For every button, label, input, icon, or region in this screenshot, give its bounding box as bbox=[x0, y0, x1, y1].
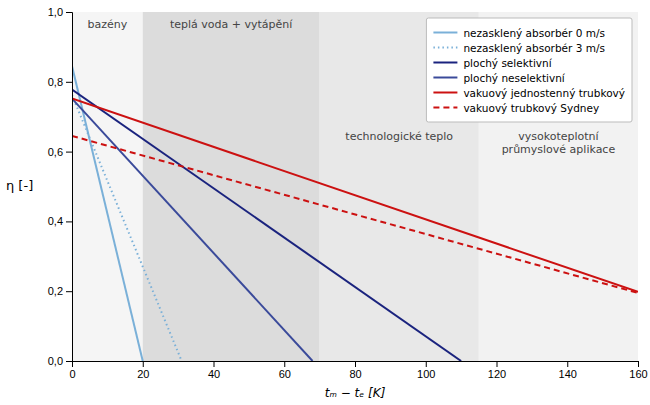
x-tick-label: 80 bbox=[349, 368, 361, 380]
x-tick: 40 bbox=[208, 361, 220, 380]
x-tick-label: 20 bbox=[137, 368, 149, 380]
legend-swatch bbox=[433, 62, 457, 64]
zone-label: technologické teplo bbox=[345, 130, 453, 143]
x-tick-label: 100 bbox=[417, 368, 435, 380]
y-tick-label: 0,2 bbox=[48, 285, 63, 297]
series-line bbox=[72, 99, 313, 361]
zone bbox=[143, 12, 320, 361]
x-tick-label: 140 bbox=[559, 368, 577, 380]
series-line bbox=[72, 136, 638, 293]
y-tick: 0,2 bbox=[48, 285, 72, 297]
x-axis-line bbox=[73, 362, 639, 368]
marks bbox=[72, 12, 638, 361]
y-tick: 0,0 bbox=[48, 355, 72, 367]
y-tick: 0,8 bbox=[48, 76, 72, 88]
x-tick-label: 120 bbox=[488, 368, 506, 380]
y-tick-mark bbox=[66, 221, 72, 222]
x-tick-mark bbox=[426, 361, 427, 367]
legend-label: plochý selektivní bbox=[463, 57, 552, 69]
series-line bbox=[72, 95, 182, 361]
x-tick-mark bbox=[497, 361, 498, 367]
y-tick: 0,6 bbox=[48, 146, 72, 158]
zone-label: vysokoteplotníprůmyslové aplikace bbox=[502, 130, 616, 156]
zone-label: teplá voda + vytápění bbox=[170, 18, 293, 31]
x-tick-mark bbox=[567, 361, 568, 367]
legend-swatch bbox=[433, 77, 457, 79]
legend-label: nezasklený absorbér 0 m/s bbox=[463, 27, 605, 39]
y-tick-label: 0,4 bbox=[48, 215, 63, 227]
zone-label: bazény bbox=[88, 18, 128, 31]
y-axis-title: η [-] bbox=[6, 178, 33, 193]
y-tick-mark bbox=[66, 291, 72, 292]
legend-swatch bbox=[433, 47, 457, 49]
y-tick: 0,4 bbox=[48, 215, 72, 227]
legend-label: vakuový jednostenný trubkový bbox=[463, 87, 625, 99]
y-tick-mark bbox=[66, 12, 72, 13]
x-tick: 0 bbox=[69, 361, 75, 380]
y-tick-label: 0,6 bbox=[48, 146, 63, 158]
x-tick: 120 bbox=[488, 361, 506, 380]
x-tick: 20 bbox=[137, 361, 149, 380]
x-tick-label: 160 bbox=[629, 368, 647, 380]
x-tick-mark bbox=[143, 361, 144, 367]
legend-swatch bbox=[433, 92, 457, 94]
x-tick-label: 60 bbox=[279, 368, 291, 380]
legend-swatch bbox=[433, 107, 457, 109]
x-tick-label: 40 bbox=[208, 368, 220, 380]
chart-container: 0 20 40 60 80 100 120 140 160 0,0 0,2 0,4 0,6 0,8 1,0 n… bbox=[0, 0, 650, 405]
y-tick-label: 1,0 bbox=[48, 6, 63, 18]
x-tick: 140 bbox=[559, 361, 577, 380]
x-axis: 0 20 40 60 80 100 120 140 160 bbox=[69, 361, 647, 380]
x-tick-label: 0 bbox=[69, 368, 75, 380]
legend-background bbox=[426, 18, 632, 122]
legend-label: vakuový trubkový Sydney bbox=[463, 102, 599, 114]
x-tick: 60 bbox=[279, 361, 291, 380]
y-tick: 1,0 bbox=[48, 6, 72, 18]
x-tick: 160 bbox=[629, 361, 647, 380]
x-tick: 100 bbox=[417, 361, 435, 380]
y-tick-label: 0,8 bbox=[48, 76, 63, 88]
x-tick: 80 bbox=[349, 361, 361, 380]
x-tick-mark bbox=[355, 361, 356, 367]
x-tick-mark bbox=[284, 361, 285, 367]
chart-svg: 0 20 40 60 80 100 120 140 160 0,0 0,2 0,4 0,6 0,8 1,0 n… bbox=[0, 0, 650, 405]
y-tick-mark bbox=[66, 152, 72, 153]
y-axis: 0,0 0,2 0,4 0,6 0,8 1,0 bbox=[48, 6, 73, 367]
legend-label: plochý neselektivní bbox=[463, 72, 565, 84]
x-tick-mark bbox=[638, 361, 639, 367]
legend-swatch bbox=[433, 32, 457, 34]
y-axis-line bbox=[66, 13, 73, 362]
series-line bbox=[72, 99, 638, 292]
y-tick-mark bbox=[66, 82, 72, 83]
y-tick-mark bbox=[66, 361, 72, 362]
x-tick-mark bbox=[214, 361, 215, 367]
x-axis-title: tₘ − tₑ [K] bbox=[325, 386, 386, 400]
legend: nezasklený absorbér 0 m/s nezasklený abso… bbox=[426, 18, 632, 122]
plot-area: 0 20 40 60 80 100 120 140 160 0,0 0,2 0,4 0,6 0,8 1,0 n… bbox=[48, 6, 648, 380]
zone bbox=[72, 12, 143, 361]
series-line bbox=[72, 89, 461, 361]
y-tick-label: 0,0 bbox=[48, 355, 63, 367]
legend-label: nezasklený absorbér 3 m/s bbox=[463, 42, 605, 54]
